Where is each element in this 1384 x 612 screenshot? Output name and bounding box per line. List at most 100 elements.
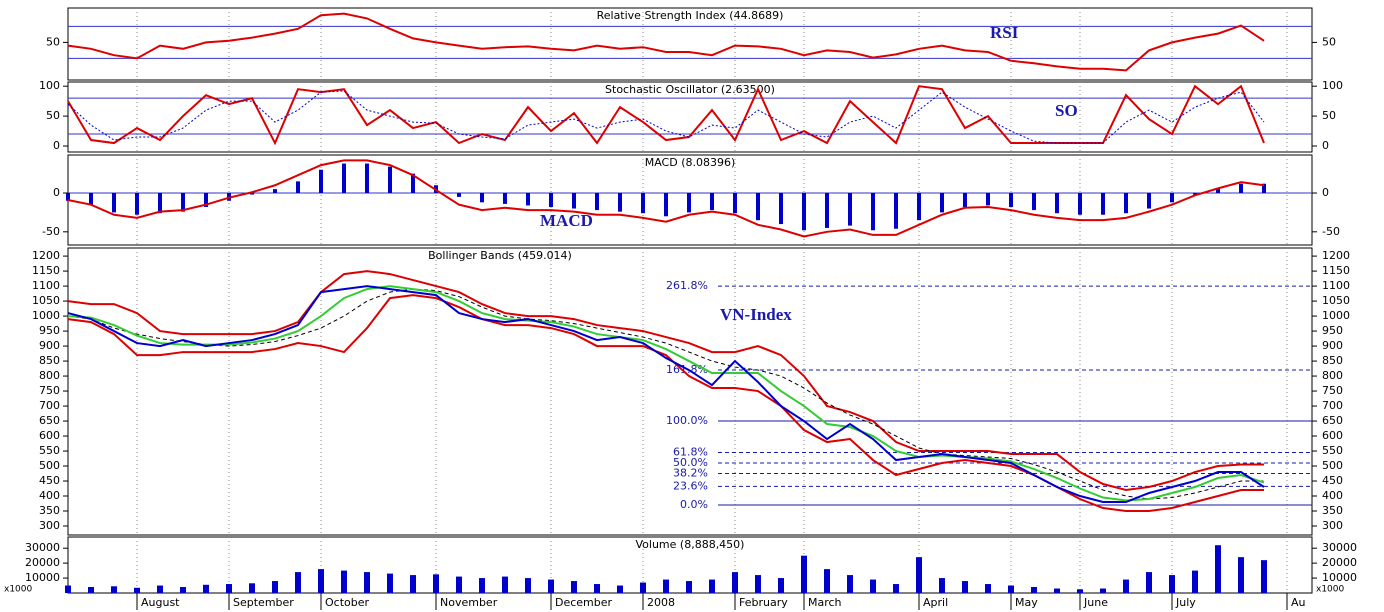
y-tick-label: 1150: [32, 264, 60, 277]
x-tick-label: July: [1175, 596, 1196, 609]
y-tick-label: 950: [39, 324, 60, 337]
bar: [1101, 193, 1105, 215]
x-tick-label: June: [1083, 596, 1108, 609]
y-tick-label: 450: [39, 474, 60, 487]
bar: [135, 193, 139, 215]
y-tick-label: -50: [1322, 225, 1340, 238]
panel-title: Volume (8,888,450): [636, 538, 745, 551]
y-tick-label: 900: [1322, 339, 1343, 352]
y-tick-label: -50: [42, 225, 60, 238]
bar: [1124, 193, 1128, 214]
panel-title: Bollinger Bands (459.014): [428, 249, 572, 262]
bar: [1170, 193, 1174, 203]
bar: [480, 193, 484, 203]
fib-label: 38.2%: [673, 467, 708, 480]
y-tick-label: 100: [1322, 79, 1343, 92]
bar: [249, 583, 255, 593]
bar: [318, 569, 324, 593]
annotation: RSI: [990, 23, 1019, 42]
bar: [525, 578, 531, 593]
bar: [894, 193, 898, 229]
bar: [893, 584, 899, 593]
series-line: [67, 285, 1265, 502]
x-tick-label: October: [325, 596, 369, 609]
bar: [204, 193, 208, 207]
bar: [341, 570, 347, 593]
bar: [1192, 570, 1198, 593]
bar: [709, 579, 715, 593]
bar: [733, 193, 737, 214]
bar: [572, 193, 576, 209]
y-tick-label: 0: [1322, 186, 1329, 199]
bar: [732, 572, 738, 593]
bar: [778, 578, 784, 593]
bar: [1031, 587, 1037, 593]
y-tick-label: 600: [39, 429, 60, 442]
bar: [296, 181, 300, 194]
y-tick-label: 950: [1322, 324, 1343, 337]
bar: [157, 585, 163, 593]
bar: [640, 582, 646, 593]
y-tick-label: 1050: [1322, 294, 1350, 307]
bar: [226, 584, 232, 593]
bar: [111, 586, 117, 593]
bar: [457, 193, 461, 197]
y-tick-label: 800: [1322, 369, 1343, 382]
x-tick-label: August: [141, 596, 180, 609]
fib-label: 261.8%: [666, 279, 708, 292]
y-tick-label: 20000: [25, 556, 60, 569]
series-line: [67, 159, 1265, 238]
fib-label: 100.0%: [666, 414, 708, 427]
bar: [847, 575, 853, 593]
bar: [825, 193, 829, 228]
y-tick-label: 0: [53, 139, 60, 152]
bar: [112, 193, 116, 213]
y-tick-label: 650: [1322, 414, 1343, 427]
bar: [779, 193, 783, 225]
bar: [1216, 188, 1220, 194]
series-line: [67, 294, 1264, 513]
x-tick-label: February: [739, 596, 788, 609]
y-tick-label: 800: [39, 369, 60, 382]
y-tick-label: 700: [39, 399, 60, 412]
fib-label: 23.6%: [673, 479, 708, 492]
bar: [181, 193, 185, 212]
x-tick-label: Au: [1291, 596, 1306, 609]
x-tick-label: September: [233, 596, 294, 609]
bar: [1078, 193, 1082, 215]
panel-title: Stochastic Oscillator (2.63500): [605, 83, 775, 96]
y-tick-label: 750: [1322, 384, 1343, 397]
bar: [986, 193, 990, 206]
y-tick-label: 850: [1322, 354, 1343, 367]
bar: [1054, 588, 1060, 593]
series-line: [67, 288, 1264, 500]
y-tick-label: 300: [39, 519, 60, 532]
bar: [571, 581, 577, 593]
bar: [617, 585, 623, 593]
y-tick-label: 50: [1322, 109, 1336, 122]
bar: [158, 193, 162, 214]
series-line: [67, 285, 1265, 504]
x-tick-label: March: [808, 596, 842, 609]
bar: [870, 579, 876, 593]
y-tick-label: 0: [53, 186, 60, 199]
y-tick-label: 50: [1322, 35, 1336, 48]
y-tick-label: 700: [1322, 399, 1343, 412]
annotation: VN-Index: [720, 305, 792, 324]
panel-title: Relative Strength Index (44.8689): [597, 9, 784, 22]
bar: [755, 575, 761, 593]
bar: [1239, 183, 1243, 194]
bar: [526, 193, 530, 206]
bar: [618, 193, 622, 212]
bar: [1169, 575, 1175, 593]
y-tick-label: 0: [1322, 139, 1329, 152]
series-line: [67, 270, 1264, 492]
bar: [410, 575, 416, 593]
bar: [364, 572, 370, 593]
bar: [963, 193, 967, 207]
y-tick-label: 1150: [1322, 264, 1350, 277]
bar: [594, 584, 600, 593]
bar: [180, 587, 186, 593]
bar: [548, 579, 554, 593]
series-line: [67, 84, 1265, 146]
